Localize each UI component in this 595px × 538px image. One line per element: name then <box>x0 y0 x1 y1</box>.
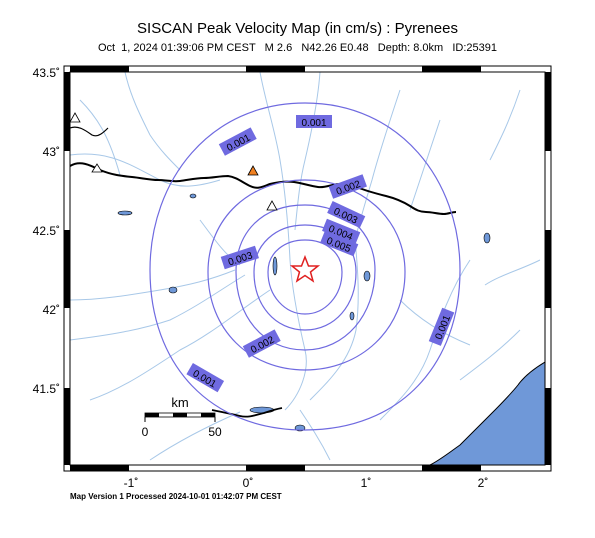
mediterranean-sea <box>429 361 545 465</box>
map-area: 0.001 0.001 0.001 0.001 0.002 0.002 <box>70 72 545 465</box>
lon-tick: 2˚ <box>478 476 489 490</box>
lat-tick: 42.5˚ <box>33 224 60 238</box>
triangle-icon <box>70 112 81 123</box>
triangle-icon <box>91 163 103 173</box>
lat-tick: 41.5˚ <box>33 382 60 396</box>
lon-tick: 1˚ <box>361 476 372 490</box>
scale-bar-unit: km <box>171 395 188 410</box>
contours <box>149 102 461 431</box>
coastline-ebro <box>211 407 283 418</box>
scale-bar-start: 0 <box>142 425 149 439</box>
svg-text:0.001: 0.001 <box>301 118 326 129</box>
contour-0-005 <box>267 239 343 315</box>
map-title: SISCAN Peak Velocity Map (in cm/s) : Pyr… <box>137 20 458 37</box>
lat-tick: 43.5˚ <box>33 66 60 80</box>
coastline <box>70 126 109 137</box>
scale-bar: km 0 50 <box>142 395 222 439</box>
star-icon <box>289 254 321 283</box>
map-frame <box>63 65 552 472</box>
lon-tick: 0˚ <box>243 476 254 490</box>
stations <box>70 112 278 211</box>
contour-0-001 <box>149 102 461 431</box>
contour-0-003 <box>235 204 376 351</box>
map-subtitle: Oct 1, 2024 01:39:06 PM CEST M 2.6 N42.2… <box>97 42 498 54</box>
latitude-labels: 43.5˚ 43˚ 42.5˚ 42˚ 41.5˚ <box>33 66 60 396</box>
lat-tick: 43˚ <box>43 145 60 159</box>
triangle-icon <box>266 200 278 211</box>
lat-tick: 42˚ <box>43 303 60 317</box>
lon-tick: -1˚ <box>124 476 139 490</box>
triangle-icon <box>247 165 259 176</box>
rivers <box>70 72 541 461</box>
longitude-labels: -1˚ 0˚ 1˚ 2˚ <box>124 476 489 490</box>
contour-label: 0.001 <box>296 115 332 129</box>
processing-footer: Map Version 1 Processed 2024-10-01 01:42… <box>70 492 282 501</box>
scale-bar-end: 50 <box>208 425 222 439</box>
land-background <box>70 72 545 465</box>
contour-0-002 <box>207 179 406 371</box>
